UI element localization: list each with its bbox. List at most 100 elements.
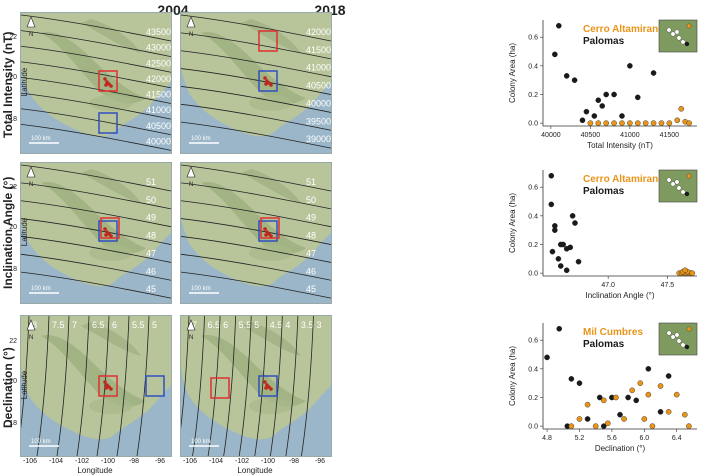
data-point	[552, 227, 558, 233]
data-point	[568, 423, 575, 429]
data-point	[556, 325, 563, 332]
legend-entry: Cerro Altamirano	[583, 24, 664, 35]
y-tick-label: 0.0	[528, 424, 538, 431]
x-axis-label: Total Intensity (nT)	[587, 141, 653, 150]
data-point	[682, 411, 688, 418]
contour-label: 50	[146, 195, 156, 205]
colony-point	[264, 82, 268, 86]
contour-line	[285, 316, 299, 456]
x-tick-label: 41000	[620, 132, 640, 139]
contour-label: 40500	[146, 121, 171, 131]
data-point	[603, 91, 609, 98]
contour-label: 51	[146, 177, 156, 187]
y-tick-label: 0.2	[528, 242, 538, 249]
contour-label: 8	[32, 320, 37, 330]
north-arrow-icon: N	[186, 16, 196, 38]
data-point	[666, 120, 673, 126]
map-intensity-2018: 42000 41500 41000 40500 40000 39500 39000 N 100 …	[180, 12, 332, 154]
colony-points	[103, 380, 113, 391]
y-tick-label: 0.6	[528, 185, 538, 192]
data-point	[657, 383, 664, 389]
longitude-tick: -96	[155, 458, 165, 465]
contour-line	[181, 316, 190, 429]
data-point	[682, 267, 688, 274]
data-point	[621, 416, 627, 422]
data-point	[611, 91, 617, 98]
study-box-blue	[258, 220, 278, 242]
scale-label: 100 km	[31, 136, 51, 142]
data-point	[569, 213, 576, 219]
contour-label: 42000	[306, 27, 331, 37]
north-arrow-icon: N	[186, 319, 196, 341]
contour-line	[181, 236, 331, 263]
data-point	[650, 70, 657, 76]
contour-label: 40000	[146, 136, 171, 146]
longitude-tick: -96	[315, 458, 325, 465]
terrain-patch	[249, 245, 293, 261]
x-axis-label: Inclination Angle (°)	[585, 291, 654, 300]
data-point	[571, 77, 578, 83]
scale-label: 100 km	[31, 286, 51, 292]
x-tick-label: 5.2	[575, 435, 585, 442]
contour-label: 48	[306, 231, 316, 241]
contour-line	[21, 30, 171, 58]
map-inclination-2018: 51 50 49 48 47 46 45 N 100 km	[180, 162, 332, 304]
longitude-tick: -104	[209, 458, 223, 465]
x-tick-label: 47.5	[661, 282, 675, 289]
data-point	[645, 391, 652, 398]
study-box-blue	[258, 375, 278, 397]
legend-entry: Cerro Altamirano	[583, 174, 664, 185]
colony-point	[269, 83, 273, 87]
scale-label: 100 km	[191, 286, 211, 292]
y-tick-label: 0.4	[528, 366, 538, 373]
colony-point	[109, 387, 113, 391]
contour-label: 6.5	[92, 320, 105, 330]
data-point	[596, 394, 603, 401]
study-box-red	[98, 375, 118, 397]
colony-point	[109, 234, 113, 238]
data-point	[645, 366, 652, 372]
contour-label: 7.5	[52, 320, 65, 330]
contour-label: 49	[146, 213, 156, 223]
longitude-tick: -102	[235, 458, 249, 465]
contour-label: 46	[306, 266, 316, 276]
contour-line	[96, 316, 110, 456]
contour-line	[21, 316, 30, 429]
contour-line	[21, 182, 171, 210]
data-point	[591, 113, 598, 119]
contour-label: 49	[306, 213, 316, 223]
data-point	[563, 73, 570, 79]
scale-bar: 100 km	[29, 136, 59, 144]
data-point	[548, 201, 555, 208]
contour-line	[76, 316, 90, 456]
longitude-tick: -100	[101, 458, 115, 465]
scale-bar: 100 km	[189, 136, 219, 144]
contour-line	[181, 121, 331, 149]
contour-line	[21, 45, 171, 73]
data-point	[576, 380, 583, 386]
longitude-tick: -104	[49, 458, 63, 465]
contour-line	[181, 50, 331, 78]
contour-label: 41500	[146, 90, 171, 100]
data-point	[658, 120, 665, 126]
legend-entry: Mil Cumbres	[583, 327, 643, 338]
colony-point	[104, 386, 108, 390]
data-point	[595, 120, 602, 126]
contour-lines: 51 50 49 48 47 46 45	[181, 164, 331, 299]
data-point	[633, 397, 640, 404]
north-label: N	[189, 182, 193, 188]
row-title-declination: Declination (°)	[1, 347, 15, 428]
data-point	[611, 120, 617, 126]
contour-label: 50	[306, 195, 316, 205]
colony-points	[103, 77, 113, 88]
contour-line	[21, 164, 171, 192]
contour-line	[181, 218, 331, 245]
terrain-patch	[81, 19, 141, 53]
data-point	[567, 244, 574, 251]
y-tick-label: 0.0	[528, 121, 538, 128]
contour-label: 42000	[146, 74, 171, 84]
contour-line	[181, 182, 331, 210]
data-point	[625, 394, 631, 401]
colony-point	[103, 77, 107, 81]
contour-label: 47	[146, 248, 156, 258]
